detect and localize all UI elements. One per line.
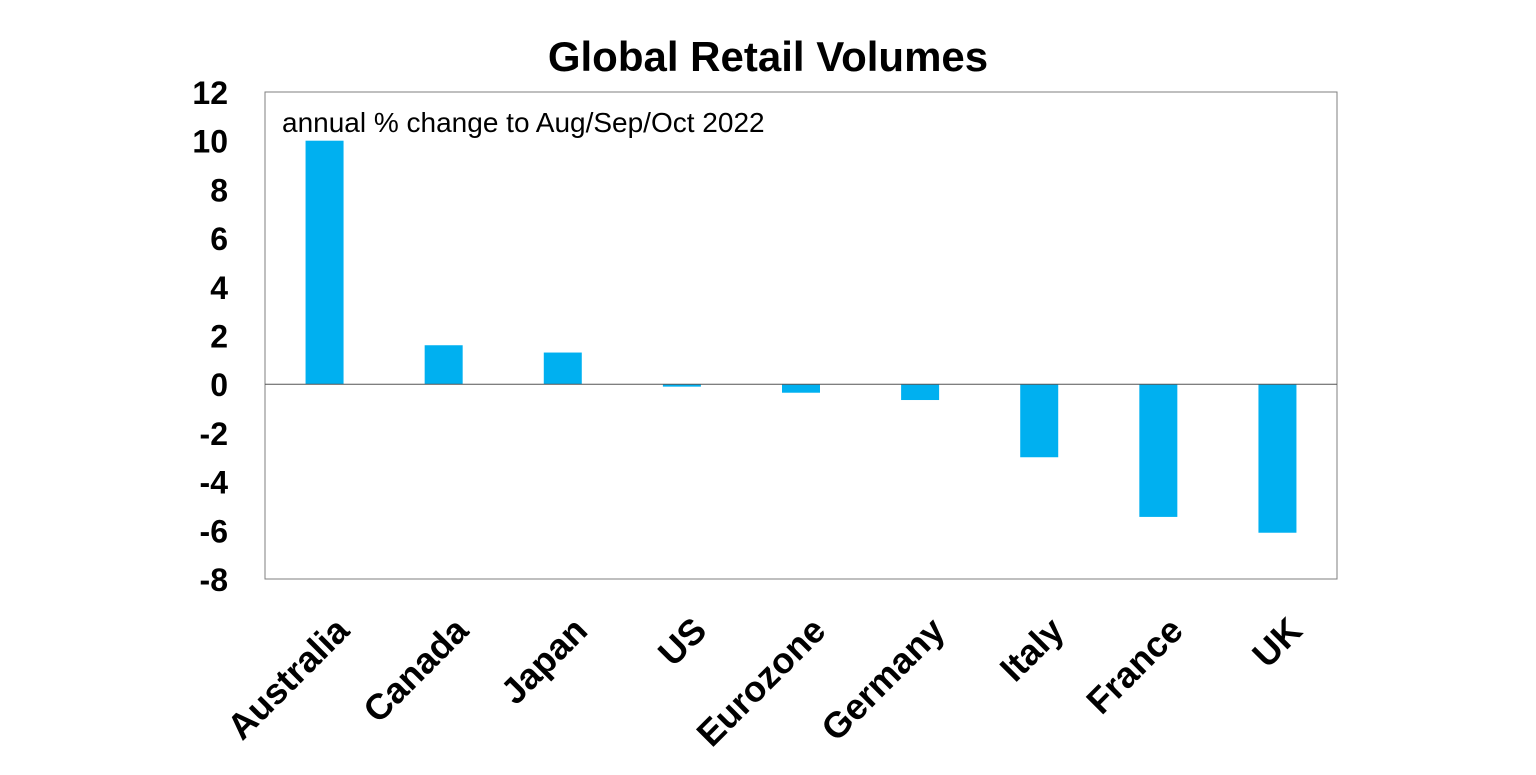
plot-area [264,91,1338,580]
y-tick-label: -4 [200,465,229,501]
y-tick-label: 2 [210,319,228,355]
x-tick-label: Japan [493,609,596,712]
y-tick-label: 0 [210,367,228,403]
bar-australia [305,140,344,385]
y-tick-label: -6 [200,513,228,549]
bars-group [305,140,1297,533]
bar-uk [1258,384,1297,533]
y-axis-ticks: 12 10 8 6 4 2 0 -2 -4 -6 -8 [192,75,228,598]
y-tick-label: 6 [210,221,228,257]
x-tick-label: France [1078,609,1190,721]
chart-title: Global Retail Volumes [548,33,988,80]
x-tick-label: Australia [219,609,358,748]
y-tick-label: -2 [200,416,228,452]
bar-eurozone [782,384,820,393]
x-tick-label: Italy [992,609,1072,689]
y-tick-label: 8 [210,172,228,208]
bar-france [1139,384,1178,517]
bar-germany [901,384,940,401]
x-tick-label: Eurozone [688,609,833,754]
bar-us [662,384,701,387]
y-tick-label: 10 [192,124,228,160]
x-tick-label: UK [1244,609,1310,675]
y-tick-label: -8 [200,562,228,598]
x-tick-label: Germany [813,609,952,748]
y-tick-label: 12 [192,75,228,111]
x-tick-label: Canada [355,609,477,731]
x-tick-label: US [650,609,714,673]
bar-canada [424,345,463,385]
bar-japan [543,352,582,385]
chart-subtitle: annual % change to Aug/Sep/Oct 2022 [282,107,765,138]
y-tick-label: 4 [210,270,228,306]
bar-italy [1020,384,1059,458]
